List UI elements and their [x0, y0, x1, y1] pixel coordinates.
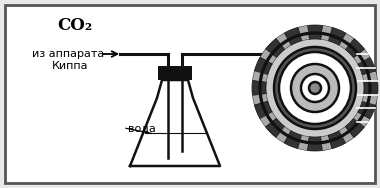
Wedge shape: [260, 112, 277, 127]
Wedge shape: [298, 25, 309, 41]
Wedge shape: [345, 39, 364, 58]
Wedge shape: [362, 71, 378, 82]
Wedge shape: [339, 127, 354, 143]
Wedge shape: [353, 112, 370, 127]
Wedge shape: [321, 25, 332, 41]
Wedge shape: [321, 135, 332, 151]
Wedge shape: [276, 33, 291, 49]
Wedge shape: [307, 137, 322, 151]
Circle shape: [260, 33, 370, 143]
Wedge shape: [345, 118, 364, 137]
Wedge shape: [328, 131, 346, 149]
Wedge shape: [358, 101, 376, 119]
Wedge shape: [266, 39, 285, 58]
Wedge shape: [284, 131, 302, 149]
Wedge shape: [254, 101, 272, 119]
Wedge shape: [339, 33, 354, 49]
Wedge shape: [307, 25, 322, 39]
Wedge shape: [252, 81, 266, 95]
Circle shape: [274, 47, 356, 129]
Text: из аппарата: из аппарата: [32, 49, 104, 59]
Wedge shape: [353, 49, 370, 64]
Circle shape: [291, 64, 339, 112]
Wedge shape: [364, 81, 378, 95]
Text: Киппа: Киппа: [52, 61, 88, 71]
Polygon shape: [130, 80, 220, 166]
Wedge shape: [298, 135, 309, 151]
Wedge shape: [252, 71, 268, 82]
Wedge shape: [284, 27, 302, 45]
Wedge shape: [328, 27, 346, 45]
Wedge shape: [252, 94, 268, 105]
Wedge shape: [260, 49, 277, 64]
Wedge shape: [254, 57, 272, 75]
Wedge shape: [362, 94, 378, 105]
Wedge shape: [266, 118, 285, 137]
Wedge shape: [276, 127, 291, 143]
Circle shape: [309, 82, 321, 94]
Text: CO₂: CO₂: [57, 17, 93, 33]
Bar: [158, 66, 192, 80]
Text: вода: вода: [128, 123, 156, 133]
Circle shape: [301, 74, 329, 102]
Circle shape: [279, 52, 351, 124]
Wedge shape: [358, 57, 376, 75]
